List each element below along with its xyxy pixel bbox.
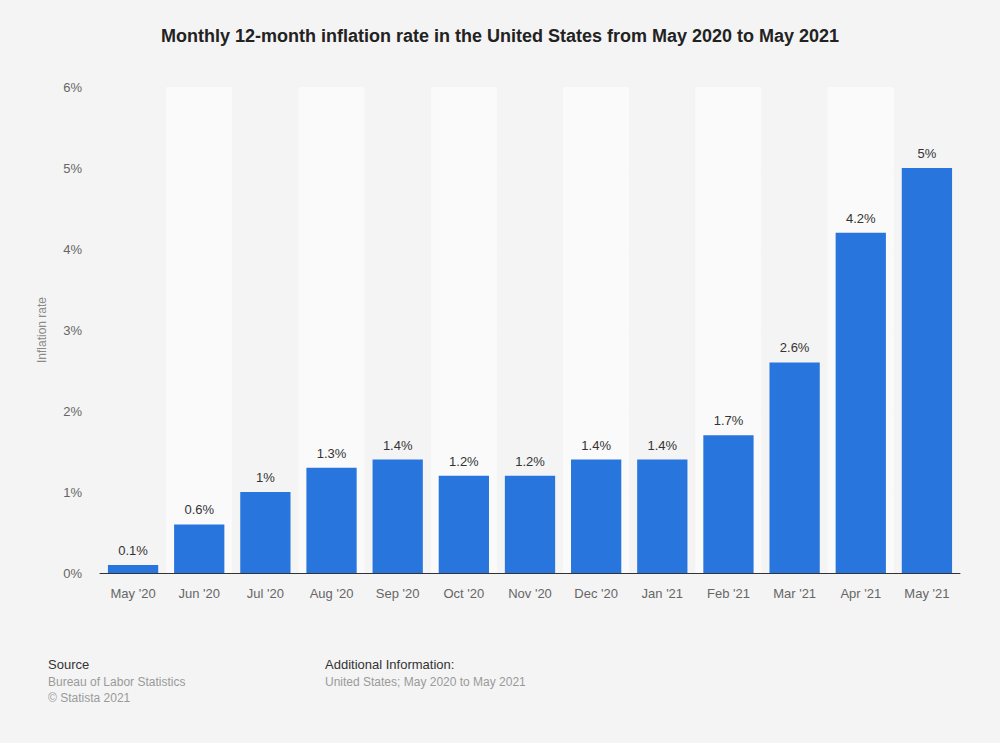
svg-text:1.4%: 1.4%: [647, 438, 677, 453]
svg-text:1%: 1%: [256, 470, 275, 485]
svg-text:United States; May 2020 to May: United States; May 2020 to May 2021: [325, 675, 526, 689]
svg-text:0%: 0%: [63, 566, 82, 581]
svg-text:Monthly 12-month inflation rat: Monthly 12-month inflation rate in the U…: [161, 26, 839, 46]
svg-text:May '20: May '20: [111, 586, 156, 601]
svg-text:Additional Information:: Additional Information:: [325, 657, 454, 672]
svg-text:Oct '20: Oct '20: [443, 586, 484, 601]
svg-text:1.2%: 1.2%: [515, 454, 545, 469]
svg-text:Apr '21: Apr '21: [840, 586, 881, 601]
svg-text:1.2%: 1.2%: [449, 454, 479, 469]
svg-text:3%: 3%: [63, 323, 82, 338]
svg-text:0.6%: 0.6%: [184, 502, 214, 517]
svg-text:Jul '20: Jul '20: [247, 586, 284, 601]
svg-text:Nov '20: Nov '20: [508, 586, 552, 601]
svg-text:0.1%: 0.1%: [118, 543, 148, 558]
svg-text:Jan '21: Jan '21: [642, 586, 684, 601]
svg-text:Jun '20: Jun '20: [178, 586, 220, 601]
svg-text:Mar '21: Mar '21: [773, 586, 816, 601]
svg-text:1.3%: 1.3%: [317, 446, 347, 461]
svg-text:Dec '20: Dec '20: [574, 586, 618, 601]
svg-text:1.4%: 1.4%: [581, 438, 611, 453]
svg-text:4%: 4%: [63, 242, 82, 257]
svg-text:1.7%: 1.7%: [714, 413, 744, 428]
svg-text:Aug '20: Aug '20: [310, 586, 354, 601]
svg-text:Bureau of Labor Statistics: Bureau of Labor Statistics: [48, 675, 185, 689]
svg-text:© Statista 2021: © Statista 2021: [48, 691, 131, 705]
svg-text:May '21: May '21: [904, 586, 949, 601]
svg-text:5%: 5%: [918, 146, 937, 161]
svg-text:Feb '21: Feb '21: [707, 586, 750, 601]
svg-text:5%: 5%: [63, 161, 82, 176]
svg-text:Sep '20: Sep '20: [376, 586, 420, 601]
svg-text:Inflation rate: Inflation rate: [35, 297, 49, 363]
svg-text:6%: 6%: [63, 80, 82, 95]
svg-text:2.6%: 2.6%: [780, 340, 810, 355]
svg-text:1.4%: 1.4%: [383, 438, 413, 453]
svg-text:4.2%: 4.2%: [846, 211, 876, 226]
svg-text:2%: 2%: [63, 404, 82, 419]
svg-text:1%: 1%: [63, 485, 82, 500]
svg-text:Source: Source: [48, 657, 89, 672]
